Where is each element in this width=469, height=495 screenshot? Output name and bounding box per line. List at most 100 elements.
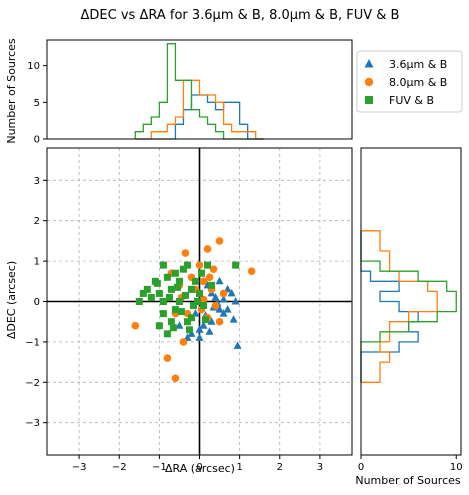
point-fuv	[187, 314, 195, 322]
point-8p0um	[179, 338, 188, 346]
point-fuv	[159, 298, 167, 305]
right-hist-frame	[360, 147, 462, 456]
point-8p0um	[219, 289, 228, 298]
x-tick-label: 1	[236, 462, 242, 473]
point-3p6um	[229, 315, 238, 323]
point-fuv	[155, 289, 163, 297]
point-fuv	[169, 324, 177, 332]
point-fuv	[135, 298, 143, 305]
x-tick-label: 2	[277, 462, 283, 473]
point-fuv	[171, 306, 179, 314]
point-fuv	[202, 316, 210, 324]
point-8p0um	[203, 245, 212, 253]
point-3p6um	[215, 305, 224, 313]
x-axis-label: ΔRA (arcsec)	[165, 462, 235, 475]
point-3p6um	[195, 325, 204, 333]
point-8p0um	[171, 374, 180, 383]
top-hist-frame	[46, 39, 353, 140]
legend-label: FUV & B	[389, 94, 434, 107]
legend: 3.6μm & B 8.0μm & B FUV & B	[356, 50, 463, 113]
legend-marker-3p6um	[364, 59, 374, 68]
point-fuv	[198, 269, 206, 277]
right-hist-x-tick-label: 10	[450, 462, 463, 473]
top-hist-y-tick-label: 5	[34, 98, 40, 109]
point-3p6um	[219, 309, 228, 317]
point-8p0um	[181, 249, 190, 257]
point-fuv	[185, 326, 193, 334]
point-fuv	[163, 330, 171, 338]
point-8p0um	[209, 265, 218, 273]
point-3p6um	[233, 341, 242, 349]
point-fuv	[177, 308, 185, 316]
legend-label: 8.0μm & B	[389, 76, 447, 89]
point-fuv	[232, 261, 240, 269]
x-tick-label: 3	[317, 462, 323, 473]
point-8p0um	[215, 317, 224, 326]
legend-label: 3.6μm & B	[389, 58, 447, 71]
point-fuv	[191, 277, 199, 285]
chart-title: ΔDEC vs ΔRA for 3.6μm & B, 8.0μm & B, FU…	[81, 8, 400, 23]
point-fuv	[173, 283, 181, 291]
point-3p6um	[231, 297, 240, 305]
point-3p6um	[207, 317, 216, 325]
x-tick-label: −2	[112, 462, 127, 473]
point-3p6um	[205, 327, 214, 335]
x-tick-label: −3	[72, 462, 87, 473]
point-fuv	[165, 293, 173, 301]
point-fuv	[155, 322, 163, 330]
point-8p0um	[205, 273, 214, 282]
top-hist-y-label: Number of Sources	[5, 38, 18, 144]
point-fuv	[179, 265, 187, 273]
point-8p0um	[199, 295, 208, 304]
point-fuv	[167, 285, 175, 293]
point-fuv	[187, 285, 195, 293]
point-8p0um	[195, 261, 204, 269]
point-3p6um	[215, 276, 224, 285]
y-tick-label: 3	[34, 176, 40, 187]
point-8p0um	[211, 301, 220, 310]
point-fuv	[181, 291, 189, 299]
point-fuv	[159, 310, 167, 318]
point-8p0um	[199, 277, 208, 286]
x-tick-label: −1	[152, 462, 167, 473]
x-tick-label: 0	[196, 462, 202, 473]
legend-marker-8p0um	[364, 77, 374, 87]
point-fuv	[147, 293, 155, 301]
y-axis-label: ΔDEC (arcsec)	[5, 261, 18, 339]
point-fuv	[204, 261, 212, 269]
legend-box	[356, 50, 463, 113]
y-tick-label: 0	[34, 297, 40, 308]
point-3p6um	[199, 321, 208, 329]
right-hist-step	[360, 230, 457, 383]
point-3p6um	[223, 305, 232, 313]
point-8p0um	[131, 321, 140, 330]
point-8p0um	[163, 354, 172, 362]
scatter-panel: −3 −3 −2 −2 −1 −1 0 0 1 1 2 2 3 3	[25, 147, 353, 473]
right-hist-x-label: Number of Sources	[355, 474, 461, 487]
point-3p6um	[219, 294, 228, 303]
legend-marker-fuv	[365, 96, 373, 104]
right-histogram: 0 10	[358, 147, 463, 473]
top-histogram: 0 5 10	[27, 39, 353, 146]
point-fuv	[189, 302, 197, 310]
y-tick-label: 2	[34, 216, 40, 227]
point-3p6um	[227, 288, 236, 297]
point-fuv	[208, 281, 216, 289]
point-fuv	[139, 289, 147, 297]
y-tick-label: 1	[34, 257, 40, 268]
point-fuv	[167, 318, 175, 326]
y-tick-label: −1	[25, 337, 40, 348]
point-3p6um	[175, 321, 184, 329]
point-3p6um	[211, 292, 220, 301]
point-fuv	[196, 289, 203, 297]
point-fuv	[183, 261, 191, 269]
point-fuv	[183, 318, 191, 326]
top-hist-step	[135, 79, 264, 140]
point-fuv	[143, 285, 151, 293]
point-8p0um	[247, 267, 256, 276]
point-fuv	[159, 261, 167, 269]
point-3p6um	[195, 333, 204, 341]
right-hist-x-tick-label: 0	[358, 462, 364, 473]
point-fuv	[163, 273, 171, 281]
